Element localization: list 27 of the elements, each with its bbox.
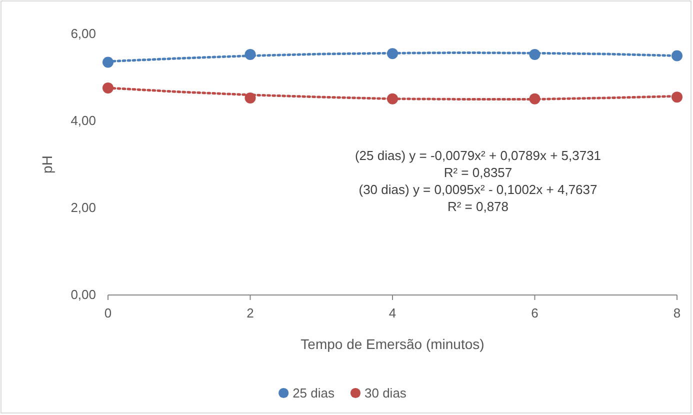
annotation: R² = 0,8357: [444, 165, 512, 180]
point: [102, 82, 114, 94]
legend-label: 30 dias: [364, 386, 407, 401]
annotation: (30 dias) y = 0,0095x² - 0,1002x + 4,7637: [358, 182, 598, 197]
point: [672, 92, 682, 103]
point: [387, 93, 398, 104]
point: [387, 48, 398, 60]
x-tick-label: 2: [246, 305, 254, 320]
annotation: (25 dias) y = -0,0079x² + 0,0789x + 5,3731: [354, 148, 602, 163]
point: [672, 50, 682, 62]
x-tick-label: 6: [531, 305, 538, 320]
x-tick-label: 8: [673, 305, 681, 320]
x-axis-title: Tempo de Emersão (minutos): [300, 336, 484, 352]
x-tick-label: 4: [388, 305, 396, 320]
y-tick-label: 0,00: [70, 287, 96, 302]
point: [244, 92, 256, 104]
y-tick-label: 6,00: [70, 26, 96, 42]
point: [529, 93, 540, 104]
annotation: R² = 0,878: [447, 199, 509, 214]
y-tick-label: 2,00: [70, 200, 96, 216]
y-tick-label: 4,00: [70, 113, 96, 128]
x-tick-label: 0: [104, 305, 112, 320]
point: [529, 48, 540, 60]
y-axis-title: pH: [39, 156, 55, 174]
point: [244, 48, 256, 60]
point: [102, 56, 114, 68]
legend-label: 25 dias: [292, 386, 335, 401]
